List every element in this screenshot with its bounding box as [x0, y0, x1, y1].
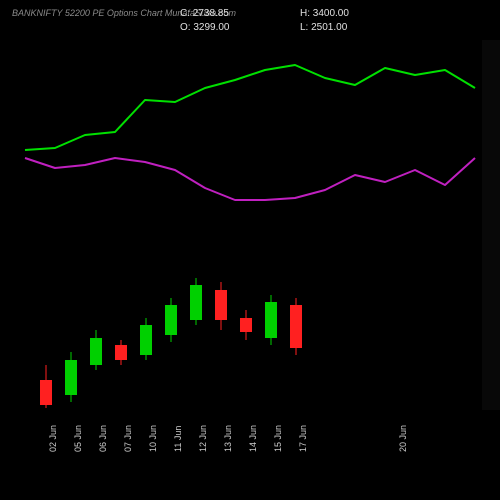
y-axis-strip	[482, 40, 500, 410]
green-series-line	[25, 65, 475, 150]
candle-body	[40, 380, 52, 405]
candle-body	[240, 318, 252, 332]
candle	[220, 270, 221, 410]
x-axis-label: 10 Jun	[148, 425, 158, 452]
candle	[95, 270, 96, 410]
open-value: 3299.00	[193, 22, 229, 33]
candle	[195, 270, 196, 410]
low-value: 2501.00	[311, 22, 347, 33]
x-axis: 02 Jun 05 Jun 06 Jun 07 Jun 10 Jun 11 Jun 12 J…	[0, 410, 500, 490]
x-axis-label: 17 Jun	[298, 425, 308, 452]
candle-body	[190, 285, 202, 320]
candle	[270, 270, 271, 410]
candle-body	[290, 305, 302, 348]
x-axis-label: 07 Jun	[123, 425, 133, 452]
close-label: C:	[180, 8, 190, 19]
magenta-series-line	[25, 158, 475, 200]
candle	[245, 270, 246, 410]
x-axis-label: 12 Jun	[198, 425, 208, 452]
candle	[120, 270, 121, 410]
x-axis-label: 11 Jun	[173, 426, 183, 452]
candle	[145, 270, 146, 410]
candle-body	[165, 305, 177, 335]
x-axis-label: 02 Jun	[48, 425, 58, 452]
candle-body	[90, 338, 102, 365]
candle	[70, 270, 71, 410]
x-axis-label: 05 Jun	[73, 425, 83, 452]
candle	[45, 270, 46, 410]
ohlc-high: H: 3400.00	[300, 8, 349, 19]
chart-area	[0, 40, 500, 410]
candle	[170, 270, 171, 410]
x-axis-label: 14 Jun	[248, 425, 258, 452]
candlestick-chart	[0, 270, 500, 410]
ohlc-open: O: 3299.00	[180, 22, 230, 33]
close-value: 2738.85	[193, 8, 229, 19]
x-axis-label: 20 Jun	[398, 425, 408, 452]
x-axis-label: 13 Jun	[223, 425, 233, 452]
chart-container: { "title": "BANKNIFTY 52200 PE Options C…	[0, 0, 500, 500]
open-label: O:	[180, 22, 191, 33]
candle-body	[215, 290, 227, 320]
low-label: L:	[300, 22, 308, 33]
candle-body	[65, 360, 77, 395]
candle-body	[115, 345, 127, 360]
candle-body	[140, 325, 152, 355]
high-label: H:	[300, 8, 310, 19]
x-axis-label: 06 Jun	[98, 425, 108, 452]
line-chart	[0, 40, 500, 270]
ohlc-low: L: 2501.00	[300, 22, 347, 33]
high-value: 3400.00	[313, 8, 349, 19]
x-axis-label: 15 Jun	[273, 425, 283, 452]
candle-body	[265, 302, 277, 338]
candle	[295, 270, 296, 410]
ohlc-close: C: 2738.85	[180, 8, 229, 19]
